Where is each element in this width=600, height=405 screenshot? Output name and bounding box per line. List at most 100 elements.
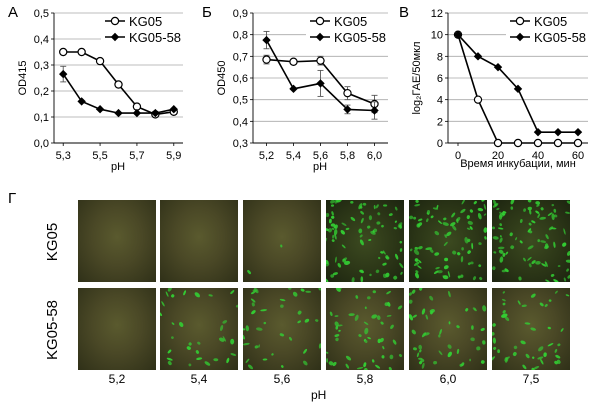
cell-spot (492, 332, 495, 336)
cell-spot (483, 203, 487, 210)
cell-spot (318, 343, 321, 349)
cell-spot (429, 295, 434, 301)
cell-spot (382, 250, 386, 255)
cell-spot (467, 220, 473, 225)
cell-spot (350, 216, 356, 222)
cell-spot (377, 212, 381, 216)
cell-spot (335, 256, 337, 263)
cell-spot (390, 324, 394, 330)
cell-spot (502, 310, 506, 314)
chart2-xtick-label: 5,2 (259, 150, 274, 162)
cell-spot (567, 274, 570, 279)
chart1-legend-marker (110, 16, 120, 26)
chart2-xtick-label: 5,4 (286, 150, 301, 162)
cell-spot (550, 273, 555, 277)
fluorescent-cells (326, 288, 403, 370)
cell-spot (523, 257, 526, 262)
cell-spot (451, 212, 456, 218)
cell-spot (409, 248, 413, 252)
cell-spot (540, 240, 547, 243)
cell-spot (386, 314, 392, 317)
chart3-xtick-label: 40 (532, 150, 544, 162)
cell-spot (330, 204, 335, 207)
cell-spot (527, 200, 532, 203)
chart3-point-KG05 (493, 138, 503, 148)
cell-spot (528, 222, 532, 226)
chart1-point-KG05 (59, 47, 68, 57)
cell-spot (332, 272, 339, 276)
cell-spot (373, 205, 376, 210)
cell-spot (460, 274, 464, 278)
cell-spot (512, 351, 517, 357)
cell-spot (247, 364, 254, 370)
cell-spot (376, 315, 381, 320)
cell-spot (499, 237, 503, 243)
chart2-xtick-label: 5,8 (340, 150, 355, 162)
cell-spot (385, 255, 389, 259)
cell-spot (505, 251, 509, 255)
cell-spot (364, 306, 367, 310)
cell-spot (518, 276, 522, 281)
cell-spot (447, 271, 451, 278)
cell-spot (366, 296, 371, 300)
cell-spot (326, 228, 329, 231)
cell-spot (502, 252, 506, 257)
cell-spot (465, 308, 469, 312)
chart2-xtick-label: 6,0 (367, 150, 382, 162)
cell-spot (551, 203, 555, 207)
cell-spot (375, 364, 381, 369)
panel-letter-d: Г (8, 190, 17, 207)
micro-col-label: 7,5 (522, 372, 540, 386)
chart3-x-axis-label: Время инкубации, мин (460, 158, 576, 170)
cell-spot (335, 325, 339, 330)
chart1-series-line-KG05-58 (62, 73, 174, 114)
cell-spot (292, 291, 298, 297)
chart2-ytick-label: 0,4 (233, 116, 248, 128)
chart2-ytick-label: 0,7 (233, 51, 248, 63)
chart3-xtick-label: 20 (492, 150, 504, 162)
cell-spot (413, 347, 417, 351)
cell-spot (527, 206, 532, 211)
cell-spot (250, 298, 256, 303)
chart1-xtick-label: 5,7 (129, 150, 144, 162)
cell-spot (376, 221, 381, 225)
cell-spot (502, 291, 506, 294)
cell-spot (553, 241, 556, 248)
panel-letter-b: Б (202, 4, 212, 21)
cell-spot (450, 222, 456, 227)
cell-spot (545, 234, 549, 240)
cell-spot (303, 360, 308, 366)
cell-spot (381, 224, 384, 228)
cell-spot (418, 218, 423, 222)
cell-spot (554, 348, 558, 353)
cell-spot (501, 313, 508, 318)
chart3-ytick-label: 8 (437, 51, 443, 63)
chart3-point-KG05 (573, 138, 583, 148)
cell-spot (497, 349, 501, 354)
chart2-point-KG05 (262, 55, 271, 64)
chart1-point-KG05-58 (114, 108, 123, 118)
cell-spot (360, 210, 364, 215)
chart2-x-axis-label: pH (313, 161, 327, 173)
chart3-ytick-label: 6 (437, 73, 443, 85)
cell-spot (371, 314, 378, 319)
chart2-point-KG05-58 (316, 79, 325, 88)
cell-spot (421, 362, 425, 369)
cell-spot (434, 252, 440, 256)
micrograph-KG05-5,8 (326, 200, 404, 282)
chart2-ytick-label: 0,3 (233, 138, 248, 150)
cell-spot (480, 360, 485, 364)
cell-spot (565, 259, 570, 263)
cell-spot (523, 208, 527, 212)
cell-spot (457, 252, 461, 256)
cell-spot (341, 244, 346, 249)
cell-spot (243, 328, 246, 331)
panel-letter-a: А (8, 4, 19, 21)
cell-spot (337, 324, 343, 327)
cell-spot (492, 266, 496, 271)
cell-spot (425, 314, 429, 320)
cell-spot (326, 358, 329, 363)
cell-spot (363, 362, 367, 368)
cell-spot (411, 329, 416, 335)
cell-spot (502, 302, 506, 306)
